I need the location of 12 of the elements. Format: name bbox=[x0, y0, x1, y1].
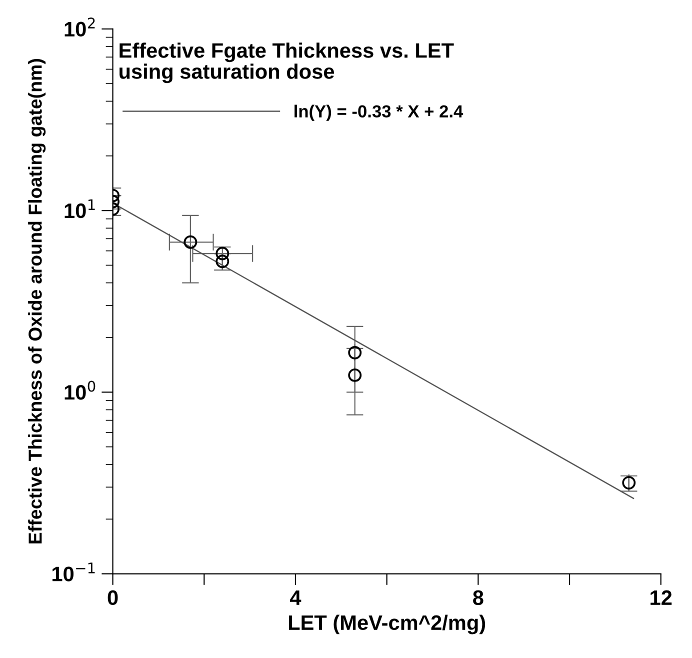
x-tick-label: 8 bbox=[473, 590, 484, 606]
x-tick-label: 0 bbox=[108, 590, 118, 606]
x-tick-label: 12 bbox=[650, 590, 672, 605]
x-tick-label: 4 bbox=[290, 590, 302, 605]
text: Effective Fgate Thickness vs. LET using saturation dose bbox=[120, 42, 454, 84]
y-tick-label: 10$^{1}$ bbox=[64, 199, 95, 218]
y-tick-label: 10$^{2}$ bbox=[64, 18, 95, 37]
y-tick-label: 10$^{0}$ bbox=[64, 380, 96, 400]
text: ln(Y) = -0.33 * X + 2.4 bbox=[294, 104, 464, 121]
y-tick-label: 10$^{−1}$ bbox=[52, 562, 95, 582]
x-axis-title: LET (MeV-cm^2/mg) bbox=[288, 614, 486, 634]
y-axis-title: Effective Thickness of Oxide around Floating gate(nm) bbox=[28, 59, 46, 544]
